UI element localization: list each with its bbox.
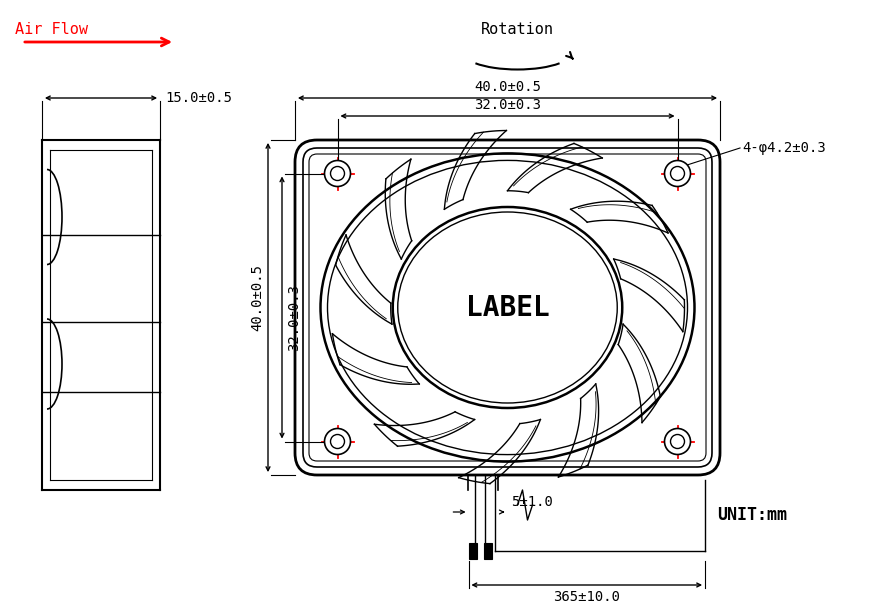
Circle shape — [670, 435, 684, 448]
Circle shape — [665, 428, 690, 454]
Bar — [484, 543, 492, 559]
Circle shape — [331, 167, 345, 181]
Text: 5±1.0: 5±1.0 — [512, 495, 553, 509]
Text: 40.0±0.5: 40.0±0.5 — [474, 80, 541, 94]
Text: 32.0±0.3: 32.0±0.3 — [287, 284, 301, 351]
Text: Rotation: Rotation — [481, 22, 554, 37]
Text: UNIT:mm: UNIT:mm — [717, 506, 787, 524]
Text: 40.0±0.5: 40.0±0.5 — [250, 264, 264, 331]
Circle shape — [324, 428, 350, 454]
Circle shape — [331, 435, 345, 448]
Circle shape — [670, 167, 684, 181]
Text: Air Flow: Air Flow — [15, 22, 88, 37]
Bar — [469, 543, 476, 559]
Text: 32.0±0.3: 32.0±0.3 — [474, 98, 541, 112]
Ellipse shape — [392, 207, 622, 408]
Text: LABEL: LABEL — [466, 293, 549, 322]
Circle shape — [324, 161, 350, 187]
Text: 365±10.0: 365±10.0 — [553, 590, 621, 604]
Text: 4-φ4.2±0.3: 4-φ4.2±0.3 — [742, 141, 826, 155]
Text: 15.0±0.5: 15.0±0.5 — [165, 91, 232, 105]
Circle shape — [665, 161, 690, 187]
Ellipse shape — [398, 212, 617, 403]
